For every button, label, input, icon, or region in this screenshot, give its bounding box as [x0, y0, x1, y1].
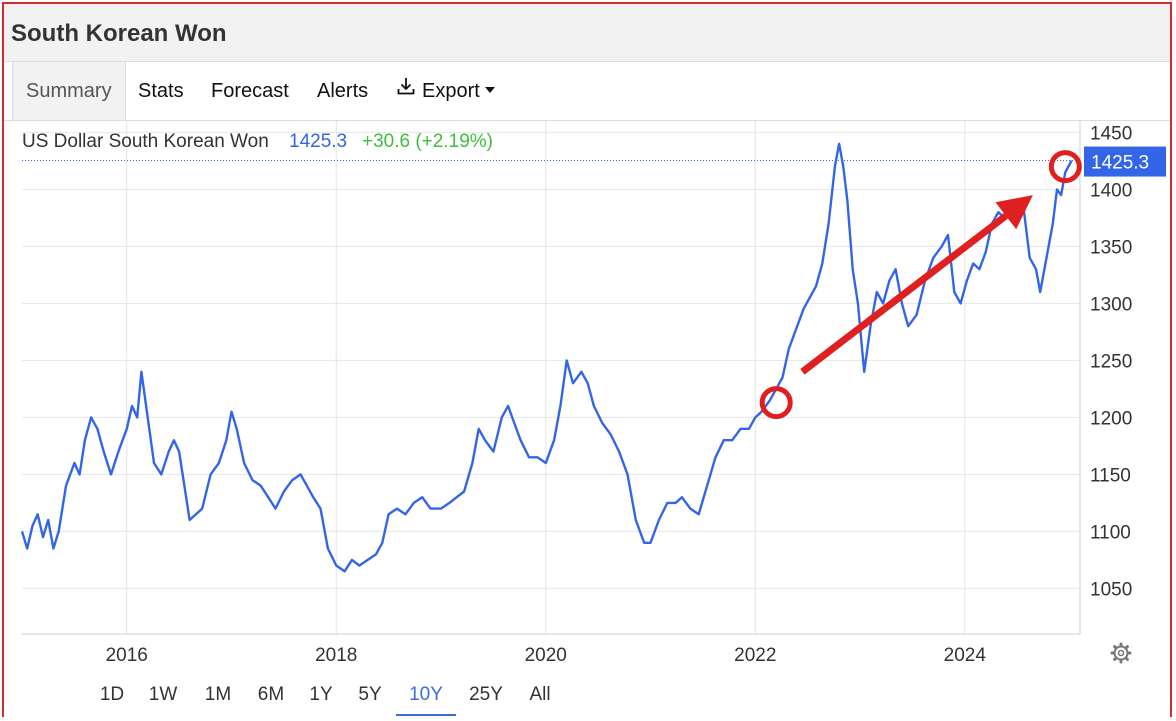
chevron-down-icon: [484, 87, 495, 94]
x-tick-label: 2024: [944, 645, 987, 664]
tab-stats[interactable]: Stats: [138, 62, 184, 120]
tab-export[interactable]: Export: [396, 62, 495, 120]
legend-change-value: +30.6 (+2.19%): [362, 131, 493, 152]
last-value-badge: [1084, 146, 1166, 177]
range-1y[interactable]: 1Y: [309, 684, 333, 705]
x-tick-label: 2020: [525, 645, 567, 664]
range-1d[interactable]: 1D: [99, 684, 125, 705]
y-tick-label: 1100: [1090, 522, 1131, 543]
range-1m[interactable]: 1M: [204, 684, 232, 705]
y-tick-label: 1300: [1090, 294, 1132, 315]
y-tick-label: 1150: [1090, 465, 1131, 486]
tab-forecast[interactable]: Forecast: [211, 62, 289, 120]
tab-summary[interactable]: Summary: [12, 62, 126, 120]
tab-label: Export: [422, 80, 480, 102]
tab-alerts[interactable]: Alerts: [317, 62, 368, 120]
title-bar: South Korean Won: [4, 4, 1170, 62]
y-tick-label: 1250: [1090, 351, 1132, 372]
tab-label: Forecast: [211, 80, 289, 102]
tab-bar: Summary Stats Forecast Alerts Export: [4, 62, 1170, 121]
y-tick-label: 1050: [1090, 579, 1132, 600]
x-tick-label: 2016: [106, 645, 148, 664]
range-1w[interactable]: 1W: [148, 684, 178, 705]
line-chart: 1050 1100 1150 1200 1250 1300 1350 1400 1450 2016…: [20, 121, 1166, 664]
legend-series-name: US Dollar South Korean Won: [22, 131, 269, 152]
range-selector: 1D 1W 1M 6M 1Y 5Y 10Y 25Y All: [4, 664, 1170, 719]
series-line: [20, 142, 1073, 573]
range-10y[interactable]: 10Y: [396, 676, 456, 716]
tab-label: Stats: [138, 80, 184, 102]
last-value-label: 1425.3: [1091, 153, 1149, 174]
download-icon: [396, 61, 416, 119]
tab-label: Alerts: [317, 80, 369, 102]
legend-last-value: 1425.3: [289, 131, 347, 152]
x-tick-label: 2018: [315, 645, 357, 664]
tab-label: Summary: [26, 80, 112, 102]
range-5y[interactable]: 5Y: [358, 684, 382, 705]
y-tick-label: 1350: [1090, 237, 1132, 258]
annotation-circle: [1048, 150, 1082, 184]
range-all[interactable]: All: [529, 684, 551, 705]
range-6m[interactable]: 6M: [257, 684, 285, 705]
page-title: South Korean Won: [11, 20, 227, 47]
annotation-arrow-shaft: [800, 213, 1009, 375]
range-25y[interactable]: 25Y: [469, 684, 503, 705]
y-tick-label: 1450: [1090, 123, 1132, 144]
x-tick-label: 2022: [734, 645, 776, 664]
y-tick-label: 1400: [1090, 180, 1132, 201]
gear-icon[interactable]: [1110, 642, 1132, 664]
annotation-circle: [759, 386, 793, 420]
annotation-arrow-head: [995, 195, 1033, 230]
y-tick-label: 1200: [1090, 408, 1132, 429]
